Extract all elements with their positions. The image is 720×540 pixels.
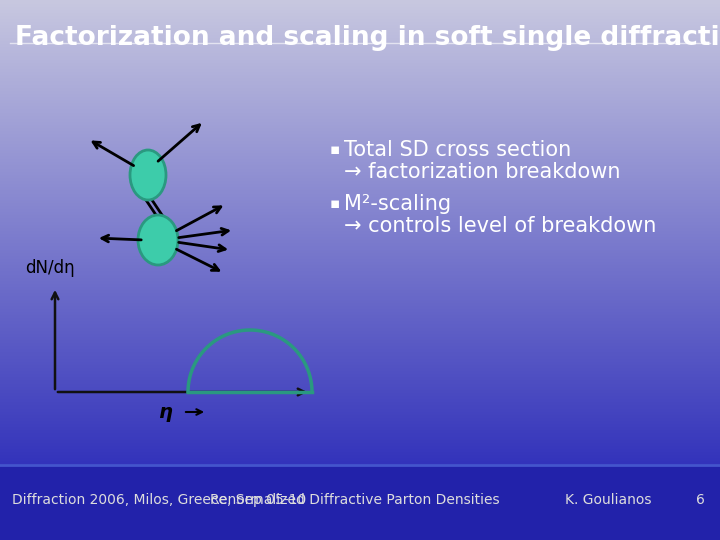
- Ellipse shape: [138, 215, 178, 265]
- Text: M²-scaling: M²-scaling: [344, 194, 451, 214]
- Text: Factorization and scaling in soft single diffraction: Factorization and scaling in soft single…: [15, 25, 720, 51]
- Ellipse shape: [130, 150, 166, 200]
- Text: K. Goulianos: K. Goulianos: [565, 493, 652, 507]
- Text: ▪: ▪: [330, 197, 341, 212]
- Text: Renormalized Diffractive Parton Densities: Renormalized Diffractive Parton Densitie…: [210, 493, 500, 507]
- Text: dN/dη: dN/dη: [25, 259, 75, 277]
- Text: → controls level of breakdown: → controls level of breakdown: [344, 216, 657, 236]
- Bar: [0, 465, 720, 540]
- Text: η: η: [158, 402, 172, 422]
- Text: Total SD cross section: Total SD cross section: [344, 140, 571, 160]
- Text: Diffraction 2006, Milos, Greece, Sep 05-10: Diffraction 2006, Milos, Greece, Sep 05-…: [12, 493, 306, 507]
- Text: ▪: ▪: [330, 143, 341, 158]
- Text: → factorization breakdown: → factorization breakdown: [344, 162, 621, 182]
- Text: 6: 6: [696, 493, 704, 507]
